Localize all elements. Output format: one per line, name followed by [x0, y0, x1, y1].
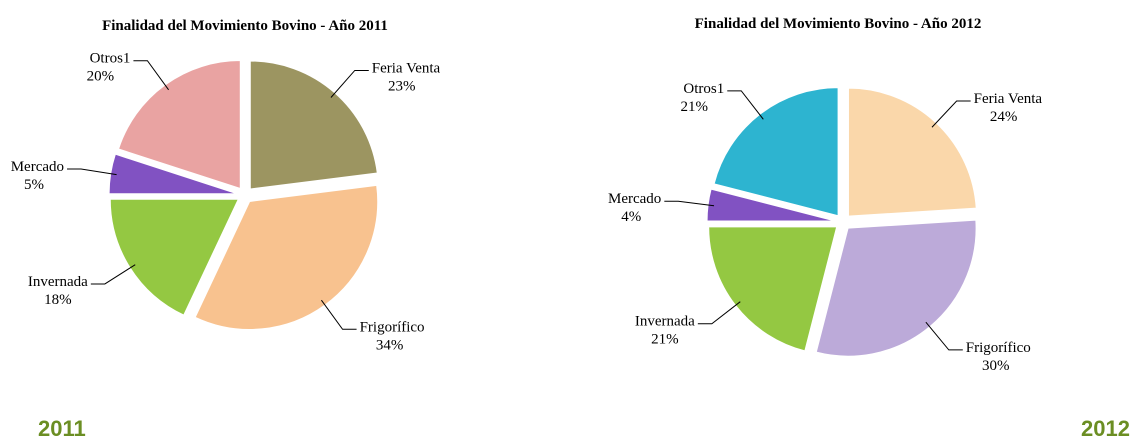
pie-slice — [249, 60, 378, 190]
leader-line — [133, 60, 169, 91]
slice-label: Invernada — [28, 274, 88, 290]
pie-slice — [708, 226, 838, 352]
slice-label: Invernada — [635, 314, 695, 330]
slice-label: Otros1 — [90, 51, 131, 67]
leader-line — [925, 321, 963, 351]
slice-value: 24% — [990, 109, 1018, 125]
slice-label: Frigorífico — [966, 340, 1031, 356]
leader-line — [321, 299, 357, 330]
slice-label: Feria Venta — [974, 91, 1043, 107]
caption: 2012 — [1081, 416, 1130, 441]
chart-title: Finalidad del Movimiento Bovino - Año 20… — [102, 18, 388, 34]
slice-label: Otros1 — [683, 81, 724, 97]
leader-line — [931, 100, 971, 128]
pie-slice — [815, 219, 977, 357]
leader-line — [697, 301, 741, 325]
leader-line — [727, 90, 764, 120]
pie-slice — [847, 87, 977, 217]
leader-line — [90, 264, 136, 285]
slice-label: Mercado — [608, 191, 661, 207]
slice-value: 34% — [376, 337, 404, 353]
leader-line — [330, 69, 369, 98]
slice-label: Mercado — [11, 159, 64, 175]
leader-line — [67, 168, 117, 176]
slice-label: Frigorífico — [360, 319, 425, 335]
slice-value: 21% — [681, 99, 709, 115]
slice-value: 23% — [388, 78, 416, 94]
slice-value: 4% — [621, 209, 641, 225]
leader-line — [664, 200, 715, 207]
slice-value: 18% — [44, 292, 72, 308]
slice-value: 30% — [982, 358, 1010, 374]
slice-value: 20% — [87, 69, 115, 85]
caption: 2011 — [38, 416, 86, 441]
chart-title: Finalidad del Movimiento Bovino - Año 20… — [695, 16, 982, 32]
slice-value: 21% — [651, 332, 679, 348]
slice-label: Feria Venta — [372, 60, 441, 76]
slice-value: 5% — [24, 177, 44, 193]
